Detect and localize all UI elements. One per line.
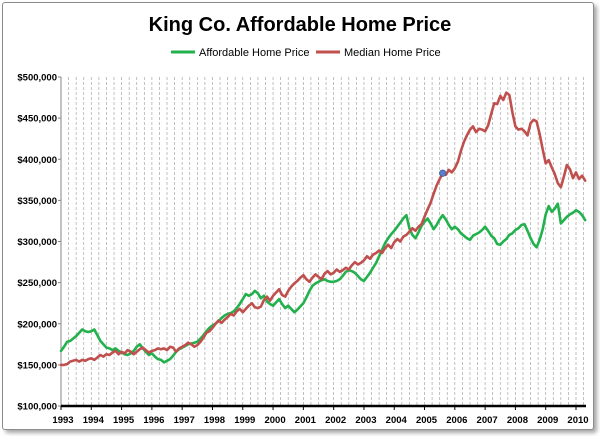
x-tick-label: 2009 (537, 415, 558, 426)
y-tick-label: $300,000 (17, 237, 57, 248)
y-tick-label: $400,000 (17, 155, 57, 166)
x-tick-label: 2001 (295, 415, 317, 426)
legend-item-affordable: Affordable Home Price (171, 47, 309, 59)
y-tick-label: $450,000 (17, 114, 57, 125)
x-tick-label: 2008 (507, 415, 528, 426)
x-tick-label: 1994 (83, 415, 105, 426)
y-tick-label: $350,000 (17, 196, 57, 207)
x-tick-label: 1998 (204, 415, 225, 426)
x-tick-label: 2004 (386, 415, 408, 426)
x-tick-label: 2005 (416, 415, 438, 426)
x-tick-label: 2003 (355, 415, 376, 426)
chart-frame: King Co. Affordable Home Price Affordabl… (2, 2, 594, 430)
y-tick-label: $250,000 (17, 278, 57, 289)
legend: Affordable Home Price Median Home Price (171, 47, 441, 59)
x-tick-label: 2010 (567, 415, 588, 426)
x-tick-labels: 1993 1994 1995 1996 1997 1998 1999 2000 2001 2002… (52, 406, 589, 426)
x-tick-label: 2007 (477, 415, 498, 426)
legend-label-median: Median Home Price (344, 47, 441, 59)
highlight-point-marker (439, 169, 447, 177)
x-tick-label: 1996 (143, 415, 164, 426)
chart-title: King Co. Affordable Home Price (149, 14, 452, 36)
x-tick-label: 2000 (264, 415, 285, 426)
series-line-affordable (59, 202, 587, 364)
axes (60, 77, 586, 408)
x-tick-label: 2006 (446, 415, 467, 426)
highlight-markers (439, 169, 447, 177)
y-tick-label: $100,000 (17, 402, 57, 413)
x-tick-label: 1995 (113, 415, 135, 426)
y-tick-label: $500,000 (17, 73, 57, 84)
legend-label-affordable: Affordable Home Price (199, 47, 309, 59)
series-lines (59, 91, 587, 367)
x-tick-label: 2002 (325, 415, 346, 426)
y-tick-label: $200,000 (17, 319, 57, 330)
x-tick-label: 1999 (234, 415, 255, 426)
x-tick-label: 1993 (52, 415, 73, 426)
grid-lines (68, 77, 584, 406)
x-tick-label: 1997 (174, 415, 195, 426)
y-tick-labels: $100,000 $150,000 $200,000 $250,000 $300,000… (17, 73, 61, 413)
series-line-median (59, 91, 587, 367)
legend-item-median: Median Home Price (316, 47, 441, 59)
line-chart: King Co. Affordable Home Price Affordabl… (17, 14, 589, 426)
y-tick-label: $150,000 (17, 360, 57, 371)
